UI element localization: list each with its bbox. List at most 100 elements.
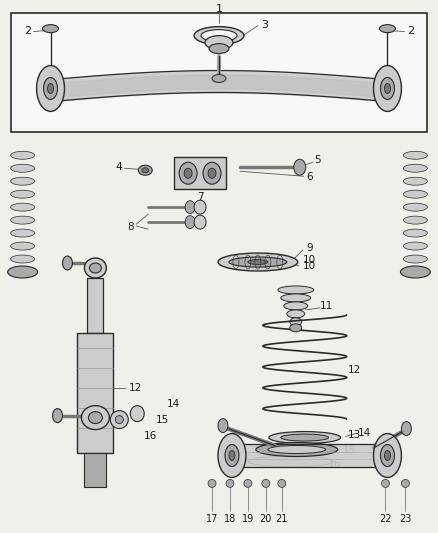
Text: 9: 9 <box>307 243 313 253</box>
Ellipse shape <box>11 190 35 198</box>
Text: 17: 17 <box>206 514 218 524</box>
Ellipse shape <box>287 310 305 318</box>
Ellipse shape <box>11 216 35 224</box>
Text: 19: 19 <box>242 514 254 524</box>
Ellipse shape <box>379 25 396 33</box>
Ellipse shape <box>205 36 233 50</box>
Ellipse shape <box>294 159 306 175</box>
Ellipse shape <box>225 445 239 466</box>
Text: 6: 6 <box>307 172 313 182</box>
Text: 2: 2 <box>407 26 414 36</box>
Text: 16: 16 <box>144 431 157 441</box>
Ellipse shape <box>381 445 395 466</box>
Text: 10: 10 <box>303 261 316 271</box>
Text: 13: 13 <box>348 430 361 440</box>
Bar <box>78 333 113 453</box>
Ellipse shape <box>226 480 234 487</box>
Ellipse shape <box>281 294 311 302</box>
Ellipse shape <box>256 442 338 456</box>
Ellipse shape <box>185 200 195 214</box>
Text: 8: 8 <box>127 222 134 232</box>
Ellipse shape <box>403 177 427 185</box>
Ellipse shape <box>381 480 389 487</box>
Ellipse shape <box>212 75 226 83</box>
Text: 21: 21 <box>276 514 288 524</box>
Ellipse shape <box>208 168 216 178</box>
Ellipse shape <box>229 257 287 267</box>
Ellipse shape <box>194 200 206 214</box>
Text: 2: 2 <box>24 26 31 36</box>
Ellipse shape <box>269 432 341 443</box>
Ellipse shape <box>401 422 411 435</box>
Ellipse shape <box>85 258 106 278</box>
Ellipse shape <box>115 416 124 424</box>
Text: 10: 10 <box>303 255 316 265</box>
Ellipse shape <box>248 456 333 467</box>
Ellipse shape <box>403 229 427 237</box>
Text: 18: 18 <box>224 514 236 524</box>
Bar <box>88 278 103 333</box>
Text: 23: 23 <box>399 514 412 524</box>
Ellipse shape <box>262 480 270 487</box>
Ellipse shape <box>48 84 53 93</box>
Ellipse shape <box>229 450 235 461</box>
Ellipse shape <box>11 229 35 237</box>
Ellipse shape <box>185 216 195 229</box>
Ellipse shape <box>184 168 192 178</box>
Ellipse shape <box>208 480 216 487</box>
Ellipse shape <box>374 66 401 111</box>
Ellipse shape <box>403 203 427 211</box>
Ellipse shape <box>403 255 427 263</box>
Ellipse shape <box>11 255 35 263</box>
Ellipse shape <box>203 162 221 184</box>
Ellipse shape <box>88 411 102 424</box>
Ellipse shape <box>194 215 206 229</box>
Ellipse shape <box>403 216 427 224</box>
Text: 11: 11 <box>320 301 333 311</box>
Ellipse shape <box>278 286 314 294</box>
Text: 22: 22 <box>379 514 392 524</box>
Ellipse shape <box>401 480 410 487</box>
Text: 20: 20 <box>260 514 272 524</box>
Text: 16: 16 <box>328 459 341 470</box>
Text: 12: 12 <box>129 383 142 393</box>
Bar <box>174 157 226 189</box>
Ellipse shape <box>374 433 401 478</box>
Ellipse shape <box>209 44 229 53</box>
Ellipse shape <box>218 418 228 433</box>
Ellipse shape <box>218 253 298 271</box>
Text: 14: 14 <box>166 399 180 409</box>
Ellipse shape <box>11 164 35 172</box>
Ellipse shape <box>43 77 57 100</box>
Text: 1: 1 <box>215 4 223 14</box>
Ellipse shape <box>130 406 144 422</box>
Text: 14: 14 <box>358 427 371 438</box>
Ellipse shape <box>179 162 197 184</box>
Ellipse shape <box>37 66 64 111</box>
Text: 7: 7 <box>197 192 203 202</box>
Ellipse shape <box>290 318 302 326</box>
Ellipse shape <box>201 30 237 42</box>
Ellipse shape <box>268 446 326 454</box>
Ellipse shape <box>290 324 302 332</box>
Ellipse shape <box>138 165 152 175</box>
Ellipse shape <box>110 410 128 429</box>
Ellipse shape <box>385 84 390 93</box>
Ellipse shape <box>244 480 252 487</box>
Ellipse shape <box>11 203 35 211</box>
Ellipse shape <box>281 434 328 441</box>
Bar <box>11 13 427 132</box>
Text: 15: 15 <box>155 415 169 425</box>
Text: 5: 5 <box>314 155 321 165</box>
Text: 15: 15 <box>343 445 356 455</box>
Ellipse shape <box>248 260 268 264</box>
Ellipse shape <box>403 164 427 172</box>
Text: 4: 4 <box>115 162 122 172</box>
Ellipse shape <box>403 190 427 198</box>
Ellipse shape <box>89 263 101 273</box>
Bar <box>85 453 106 487</box>
Ellipse shape <box>11 151 35 159</box>
Ellipse shape <box>142 168 149 173</box>
Ellipse shape <box>11 177 35 185</box>
Ellipse shape <box>403 151 427 159</box>
